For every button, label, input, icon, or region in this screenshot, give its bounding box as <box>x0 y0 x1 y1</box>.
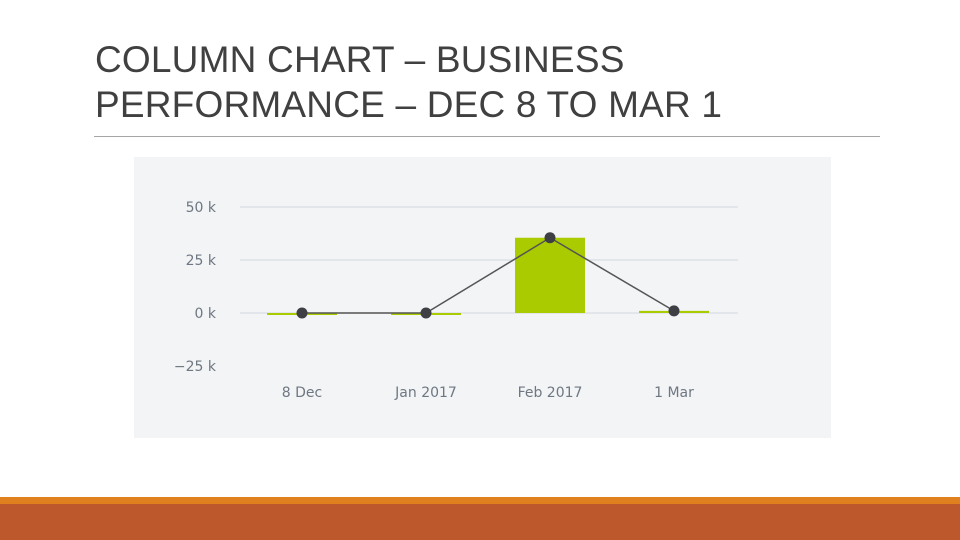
x-category-label: Feb 2017 <box>518 385 583 401</box>
x-category-label: 8 Dec <box>282 385 322 401</box>
line-point <box>420 307 432 319</box>
grid-lines <box>240 206 738 314</box>
x-category-label: 1 Mar <box>654 385 694 401</box>
column-chart: 50 k 25 k 0 k −25 k 8 Dec Jan 2017 Feb 2017 1 … <box>174 200 738 401</box>
y-tick-label: 25 k <box>186 253 217 269</box>
bar <box>515 237 585 313</box>
bar-series <box>267 237 709 315</box>
slide-title: COLUMN CHART – BUSINESS PERFORMANCE – DE… <box>95 39 723 125</box>
y-tick-label: 0 k <box>195 306 217 322</box>
series-line <box>302 236 675 314</box>
y-axis-ticks: 50 k 25 k 0 k −25 k <box>174 200 217 375</box>
chart-panel: 50 k 25 k 0 k −25 k 8 Dec Jan 2017 Feb 2017 1 … <box>134 157 831 438</box>
x-axis-categories: 8 Dec Jan 2017 Feb 2017 1 Mar <box>282 385 694 401</box>
line-series <box>302 236 675 314</box>
footer-accent-stripe <box>0 497 960 504</box>
line-point <box>544 232 556 244</box>
y-tick-label: −25 k <box>174 359 217 375</box>
y-tick-label: 50 k <box>186 200 217 216</box>
line-point <box>296 307 308 319</box>
footer-bar <box>0 504 960 540</box>
title-divider <box>94 136 880 137</box>
x-category-label: Jan 2017 <box>394 385 457 401</box>
line-point <box>668 305 680 317</box>
line-markers <box>296 232 680 319</box>
